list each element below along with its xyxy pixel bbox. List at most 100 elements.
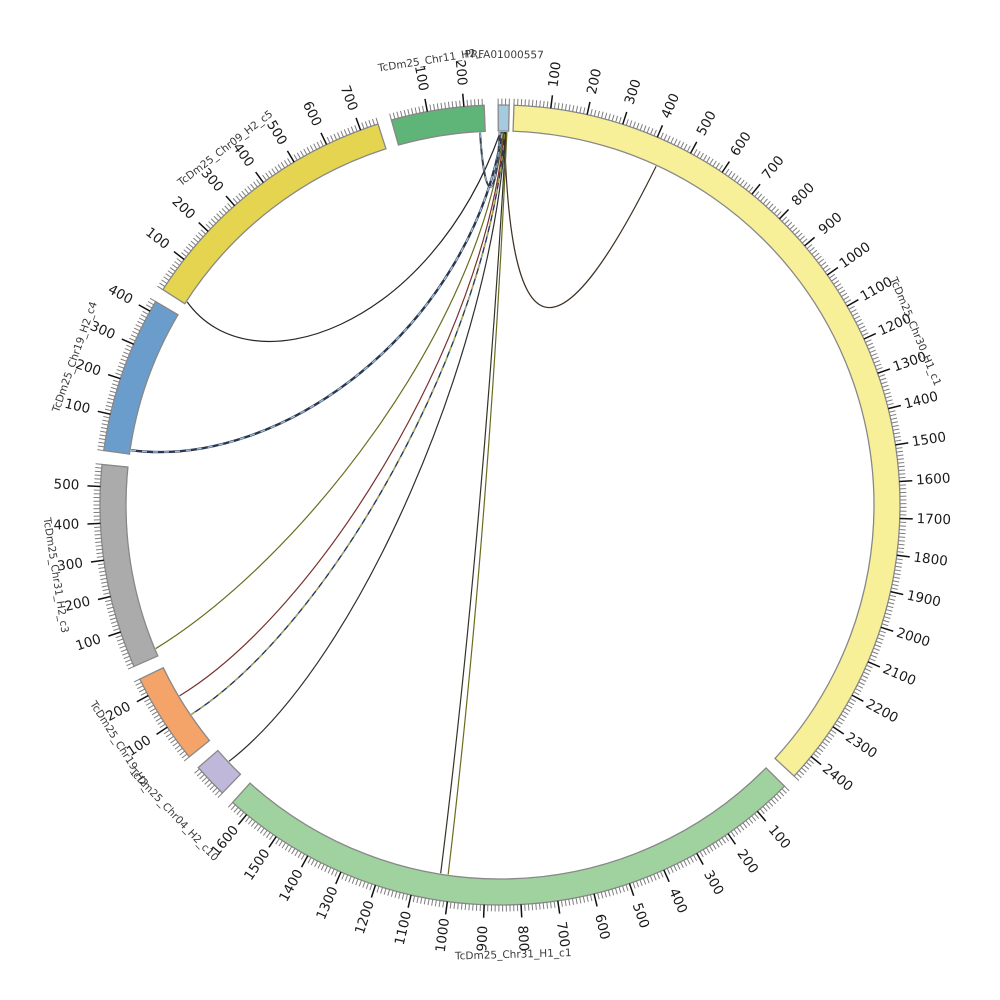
minor-tick: [185, 246, 192, 252]
minor-tick: [95, 541, 102, 543]
minor-tick: [815, 255, 822, 261]
minor-tick: [140, 314, 147, 319]
minor-tick: [892, 428, 900, 431]
segment-arc-chr19h2: [139, 666, 211, 758]
minor-tick: [343, 129, 348, 136]
minor-tick: [632, 882, 636, 889]
minor-tick: [894, 569, 902, 572]
minor-tick: [868, 346, 875, 350]
tick-label: 1500: [241, 846, 273, 883]
minor-tick: [253, 181, 258, 188]
major-tick: [721, 161, 731, 173]
minor-tick: [649, 875, 654, 882]
minor-tick: [209, 784, 215, 791]
minor-tick: [604, 890, 607, 898]
major-tick: [87, 522, 101, 525]
minor-tick: [693, 149, 698, 156]
minor-tick: [309, 145, 314, 152]
minor-tick: [625, 119, 629, 126]
minor-tick: [676, 140, 681, 147]
minor-tick: [864, 668, 872, 672]
minor-tick: [871, 651, 879, 655]
tick-label: 200: [733, 846, 761, 876]
minor-tick: [531, 99, 534, 107]
minor-tick: [715, 841, 720, 848]
minor-tick: [539, 100, 541, 108]
minor-tick: [244, 188, 250, 195]
minor-tick: [801, 767, 807, 773]
major-tick: [255, 171, 264, 183]
segment-name-chr31h2: TcDm25_Chr31_H2_c3: [40, 516, 70, 634]
tick-label: 2100: [880, 661, 918, 689]
minor-tick: [794, 229, 801, 236]
minor-tick: [852, 312, 859, 317]
minor-tick: [853, 315, 861, 320]
minor-tick: [686, 145, 691, 152]
major-tick: [355, 117, 362, 131]
minor-tick: [893, 432, 901, 435]
minor-tick: [198, 232, 204, 238]
minor-tick: [748, 817, 754, 824]
minor-tick: [871, 353, 878, 357]
major-tick: [520, 904, 523, 918]
minor-tick: [542, 100, 545, 108]
minor-tick: [721, 837, 726, 844]
minor-tick: [324, 865, 328, 872]
minor-tick: [897, 461, 905, 464]
minor-tick: [531, 903, 534, 911]
minor-tick: [898, 543, 905, 546]
minor-tick: [762, 806, 768, 812]
minor-tick: [213, 215, 219, 222]
minor-tick: [889, 594, 897, 598]
link-chord-chr04: [228, 132, 507, 762]
minor-tick: [597, 110, 600, 118]
minor-tick: [718, 839, 723, 846]
minor-tick: [120, 358, 127, 362]
minor-tick: [583, 107, 586, 114]
major-tick: [863, 332, 877, 340]
minor-tick: [284, 844, 290, 851]
link-chord-chr09: [186, 131, 501, 343]
minor-tick: [553, 102, 556, 109]
minor-tick: [593, 109, 597, 117]
minor-tick: [888, 410, 896, 413]
tick-label: 900: [816, 209, 846, 238]
minor-tick: [174, 744, 181, 750]
minor-tick: [396, 111, 399, 119]
minor-tick: [420, 897, 423, 904]
minor-tick: [147, 704, 154, 709]
minor-tick: [809, 246, 815, 252]
segment-arc-chr04: [197, 749, 242, 794]
minor-tick: [564, 899, 567, 907]
minor-tick: [615, 115, 619, 123]
minor-tick: [898, 540, 905, 542]
minor-tick: [887, 402, 894, 406]
minor-tick: [834, 723, 841, 728]
minor-tick: [287, 846, 293, 853]
minor-tick: [773, 796, 779, 802]
minor-tick: [414, 107, 417, 114]
minor-tick: [174, 261, 181, 266]
minor-tick: [768, 801, 774, 807]
minor-tick: [376, 886, 380, 893]
tick-label: 300: [622, 77, 645, 106]
minor-tick: [724, 835, 730, 842]
tick-label: 1400: [903, 389, 940, 413]
minor-tick: [878, 374, 886, 378]
major-tick: [896, 554, 910, 558]
minor-tick: [119, 645, 126, 649]
tick-label: 800: [788, 180, 817, 210]
minor-tick: [383, 888, 387, 895]
minor-tick: [813, 252, 820, 258]
minor-tick: [331, 868, 335, 876]
minor-tick: [586, 895, 589, 902]
tick-label: 100: [545, 61, 564, 89]
minor-tick: [133, 327, 141, 332]
minor-tick: [112, 624, 119, 628]
minor-tick: [650, 128, 654, 135]
minor-tick: [840, 713, 847, 719]
minor-tick: [820, 261, 827, 267]
minor-tick: [896, 558, 903, 561]
minor-tick: [300, 853, 305, 860]
minor-tick: [256, 179, 261, 186]
